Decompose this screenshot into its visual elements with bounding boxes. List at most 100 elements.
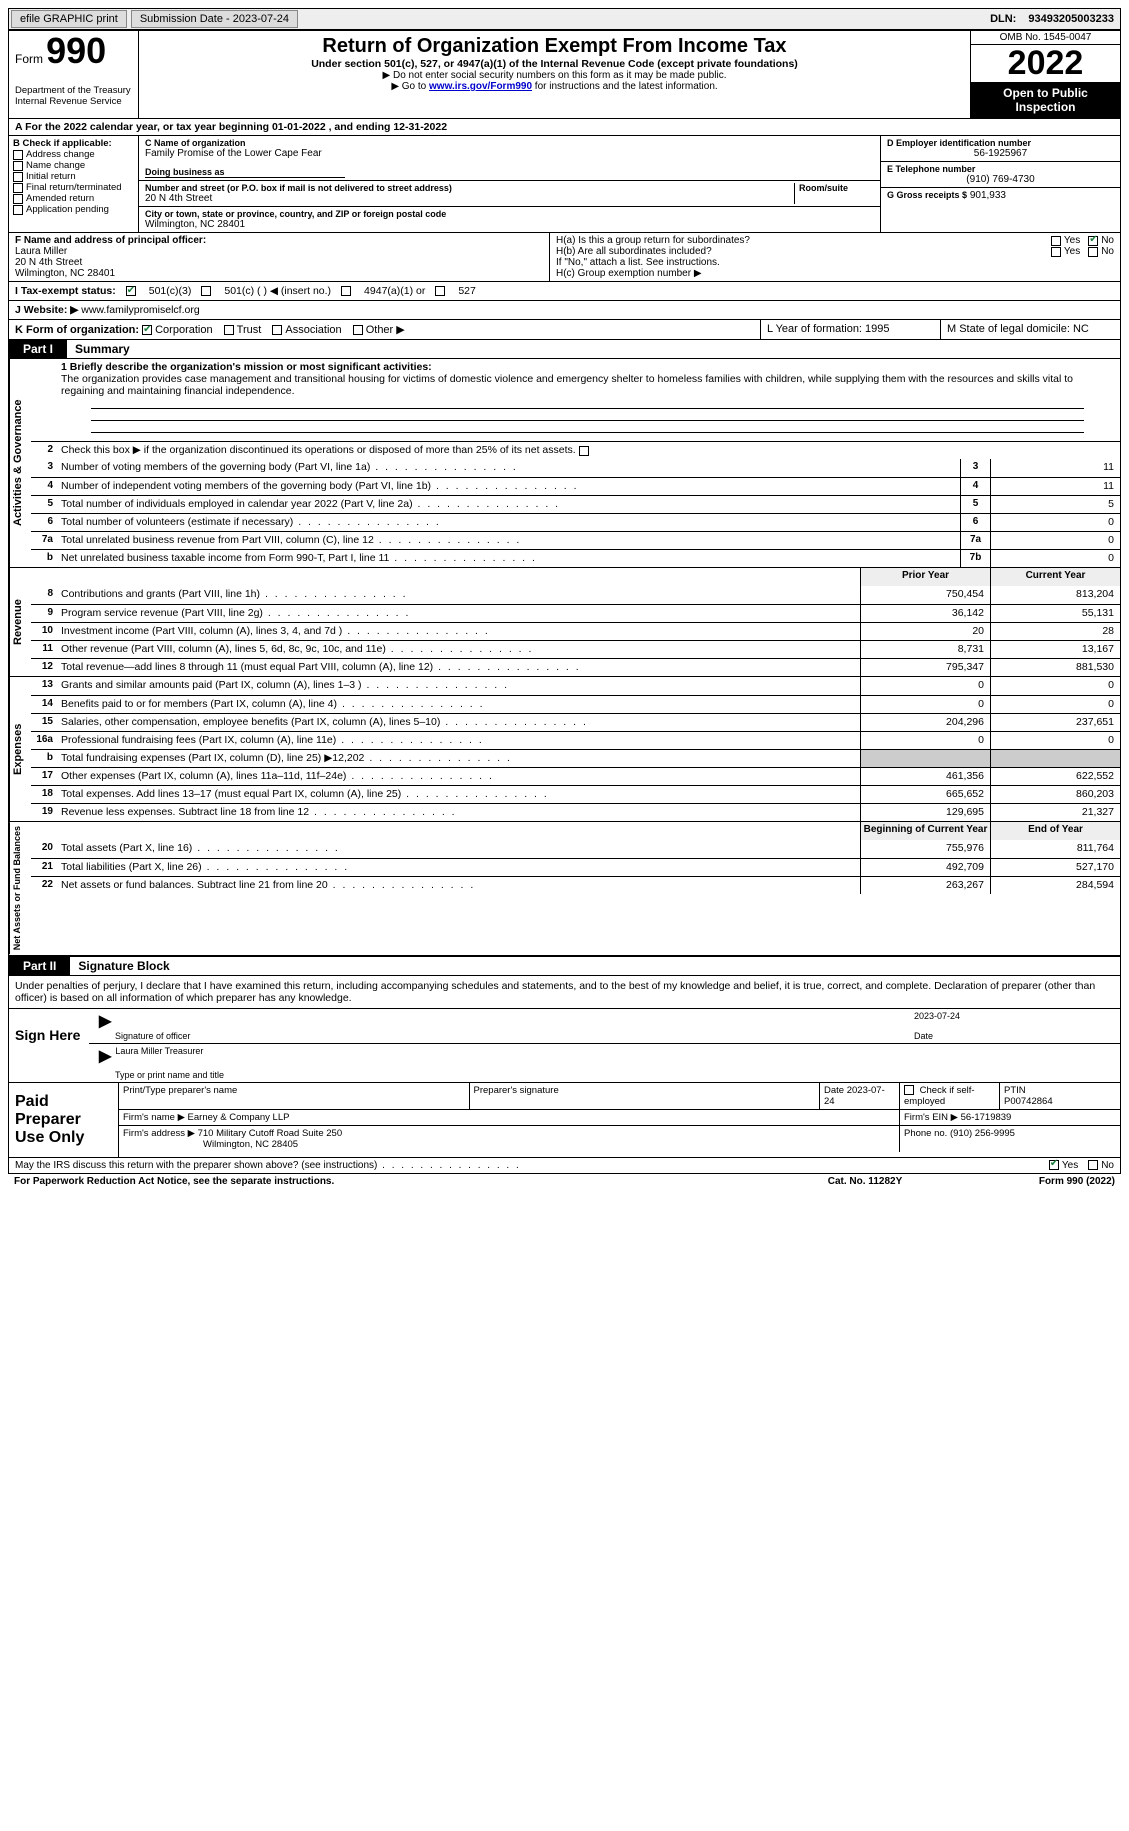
efile-print-button[interactable]: efile GRAPHIC print [11,10,127,28]
chk-4947[interactable] [341,286,351,296]
table-row: 18 Total expenses. Add lines 13–17 (must… [31,785,1120,803]
sig-officer-label: Signature of officer [115,1031,914,1041]
i-label: I Tax-exempt status: [15,285,116,297]
form-subtitle: Under section 501(c), 527, or 4947(a)(1)… [147,58,962,70]
m-state: M State of legal domicile: NC [940,320,1120,339]
tel-value: (910) 769-4730 [887,174,1114,185]
sign-date: 2023-07-24 [914,1011,1114,1027]
table-row: b Net unrelated business taxable income … [31,549,1120,567]
hb-label: H(b) Are all subordinates included? [556,246,1051,257]
org-name: Family Promise of the Lower Cape Fear [145,148,874,159]
omb-number: OMB No. 1545-0047 [971,31,1120,45]
phone-label: Phone no. [904,1128,947,1139]
ha-no[interactable] [1088,236,1098,246]
firm-ein-label: Firm's EIN ▶ [904,1112,958,1123]
goto-suffix: for instructions and the latest informat… [532,81,718,92]
hb-note: If "No," attach a list. See instructions… [556,257,1114,268]
chk-amended: Amended return [13,193,134,204]
hc-label: H(c) Group exemption number ▶ [556,268,1114,279]
footer-mid: Cat. No. 11282Y [765,1176,965,1187]
vert-expenses: Expenses [9,677,31,821]
sign-here-block: Sign Here ▶ 2023-07-24 Signature of offi… [9,1008,1120,1082]
dln-value: 93493205003233 [1022,13,1120,25]
may-irs-yes[interactable] [1049,1160,1059,1170]
line-2-num: 2 [31,442,57,459]
irs-label: Internal Revenue Service [15,96,132,107]
paid-preparer-block: Paid Preparer Use Only Print/Type prepar… [9,1082,1120,1157]
chk-501c[interactable] [201,286,211,296]
ptin-value: P00742864 [1004,1096,1116,1107]
chk-527[interactable] [435,286,445,296]
table-row: 10 Investment income (Part VIII, column … [31,622,1120,640]
form-word: Form [15,52,43,66]
line-2-label: Check this box ▶ if the organization dis… [57,442,1120,459]
chk-line2[interactable] [579,446,589,456]
table-row: b Total fundraising expenses (Part IX, c… [31,749,1120,767]
chk-trust[interactable] [224,325,234,335]
firm-addr1: 710 Military Cutoff Road Suite 250 [198,1128,343,1139]
col-b-checkboxes: B Check if applicable: Address change Na… [9,136,139,232]
row-k-form-org: K Form of organization: Corporation Trus… [9,319,1120,339]
chk-corp[interactable] [142,325,152,335]
website-value: www.familypromiselcf.org [81,304,199,316]
col-current-year: Current Year [990,568,1120,586]
mission-label: 1 Briefly describe the organization's mi… [61,361,1114,373]
firm-addr-label: Firm's address ▶ [123,1128,195,1139]
penalties-text: Under penalties of perjury, I declare th… [9,976,1120,1008]
vert-revenue: Revenue [9,568,31,676]
form-title: Return of Organization Exempt From Incom… [147,35,962,58]
ein-label: D Employer identification number [887,138,1114,148]
chk-self-employed[interactable] [904,1085,914,1095]
city-value: Wilmington, NC 28401 [145,219,874,230]
signer-name-label: Type or print name and title [115,1070,224,1080]
ha-label: H(a) Is this a group return for subordin… [556,235,1051,246]
submission-date-button[interactable]: Submission Date - 2023-07-24 [131,10,298,28]
table-row: 5 Total number of individuals employed i… [31,495,1120,513]
dln-label: DLN: [984,13,1022,25]
chk-other[interactable] [353,325,363,335]
gross-label: G Gross receipts $ [887,190,967,200]
part1-title: Summary [67,342,130,356]
section-net-assets: Net Assets or Fund Balances Beginning of… [9,822,1120,955]
table-row: 3 Number of voting members of the govern… [31,459,1120,477]
may-irs-label: May the IRS discuss this return with the… [15,1160,1049,1171]
chk-address: Address change [13,149,134,160]
col-prior-year: Prior Year [860,568,990,586]
table-row: 16a Professional fundraising fees (Part … [31,731,1120,749]
chk-assoc[interactable] [272,325,282,335]
row-a-tax-year: A For the 2022 calendar year, or tax yea… [9,118,1120,135]
l-year: L Year of formation: 1995 [760,320,940,339]
may-irs-no[interactable] [1088,1160,1098,1170]
table-row: 11 Other revenue (Part VIII, column (A),… [31,640,1120,658]
hb-no[interactable] [1088,247,1098,257]
street-label: Number and street (or P.O. box if mail i… [145,183,794,193]
street-value: 20 N 4th Street [145,193,794,204]
table-row: 20 Total assets (Part X, line 16) 755,97… [31,840,1120,858]
part2-header: Part II Signature Block [9,956,1120,976]
table-row: 22 Net assets or fund balances. Subtract… [31,876,1120,894]
ein-value: 56-1925967 [887,148,1114,159]
goto-prefix: ▶ Go to [391,81,429,92]
row-i-status: I Tax-exempt status: 501(c)(3) 501(c) ( … [9,281,1120,300]
ptin-label: PTIN [1004,1085,1116,1096]
f-label: F Name and address of principal officer: [15,235,543,246]
hb-yes[interactable] [1051,247,1061,257]
self-emp-label: Check if self-employed [904,1085,975,1107]
k-label: K Form of organization: [15,324,139,336]
city-label: City or town, state or province, country… [145,209,874,219]
page-footer: For Paperwork Reduction Act Notice, see … [8,1174,1121,1189]
dba-label: Doing business as [145,167,345,178]
chk-501c3[interactable] [126,286,136,296]
part1-tab: Part I [9,340,67,358]
firm-name: Earney & Company LLP [188,1112,290,1123]
col-d-ein: D Employer identification number 56-1925… [880,136,1120,232]
ha-yes[interactable] [1051,236,1061,246]
irs-link[interactable]: www.irs.gov/Form990 [429,81,532,92]
part1-header: Part I Summary [9,339,1120,359]
top-toolbar: efile GRAPHIC print Submission Date - 20… [8,8,1121,30]
table-row: 21 Total liabilities (Part X, line 26) 4… [31,858,1120,876]
chk-name: Name change [13,160,134,171]
officer-name: Laura Miller [15,246,543,257]
room-label: Room/suite [799,183,874,193]
sig-date-label: Date [914,1031,1114,1041]
